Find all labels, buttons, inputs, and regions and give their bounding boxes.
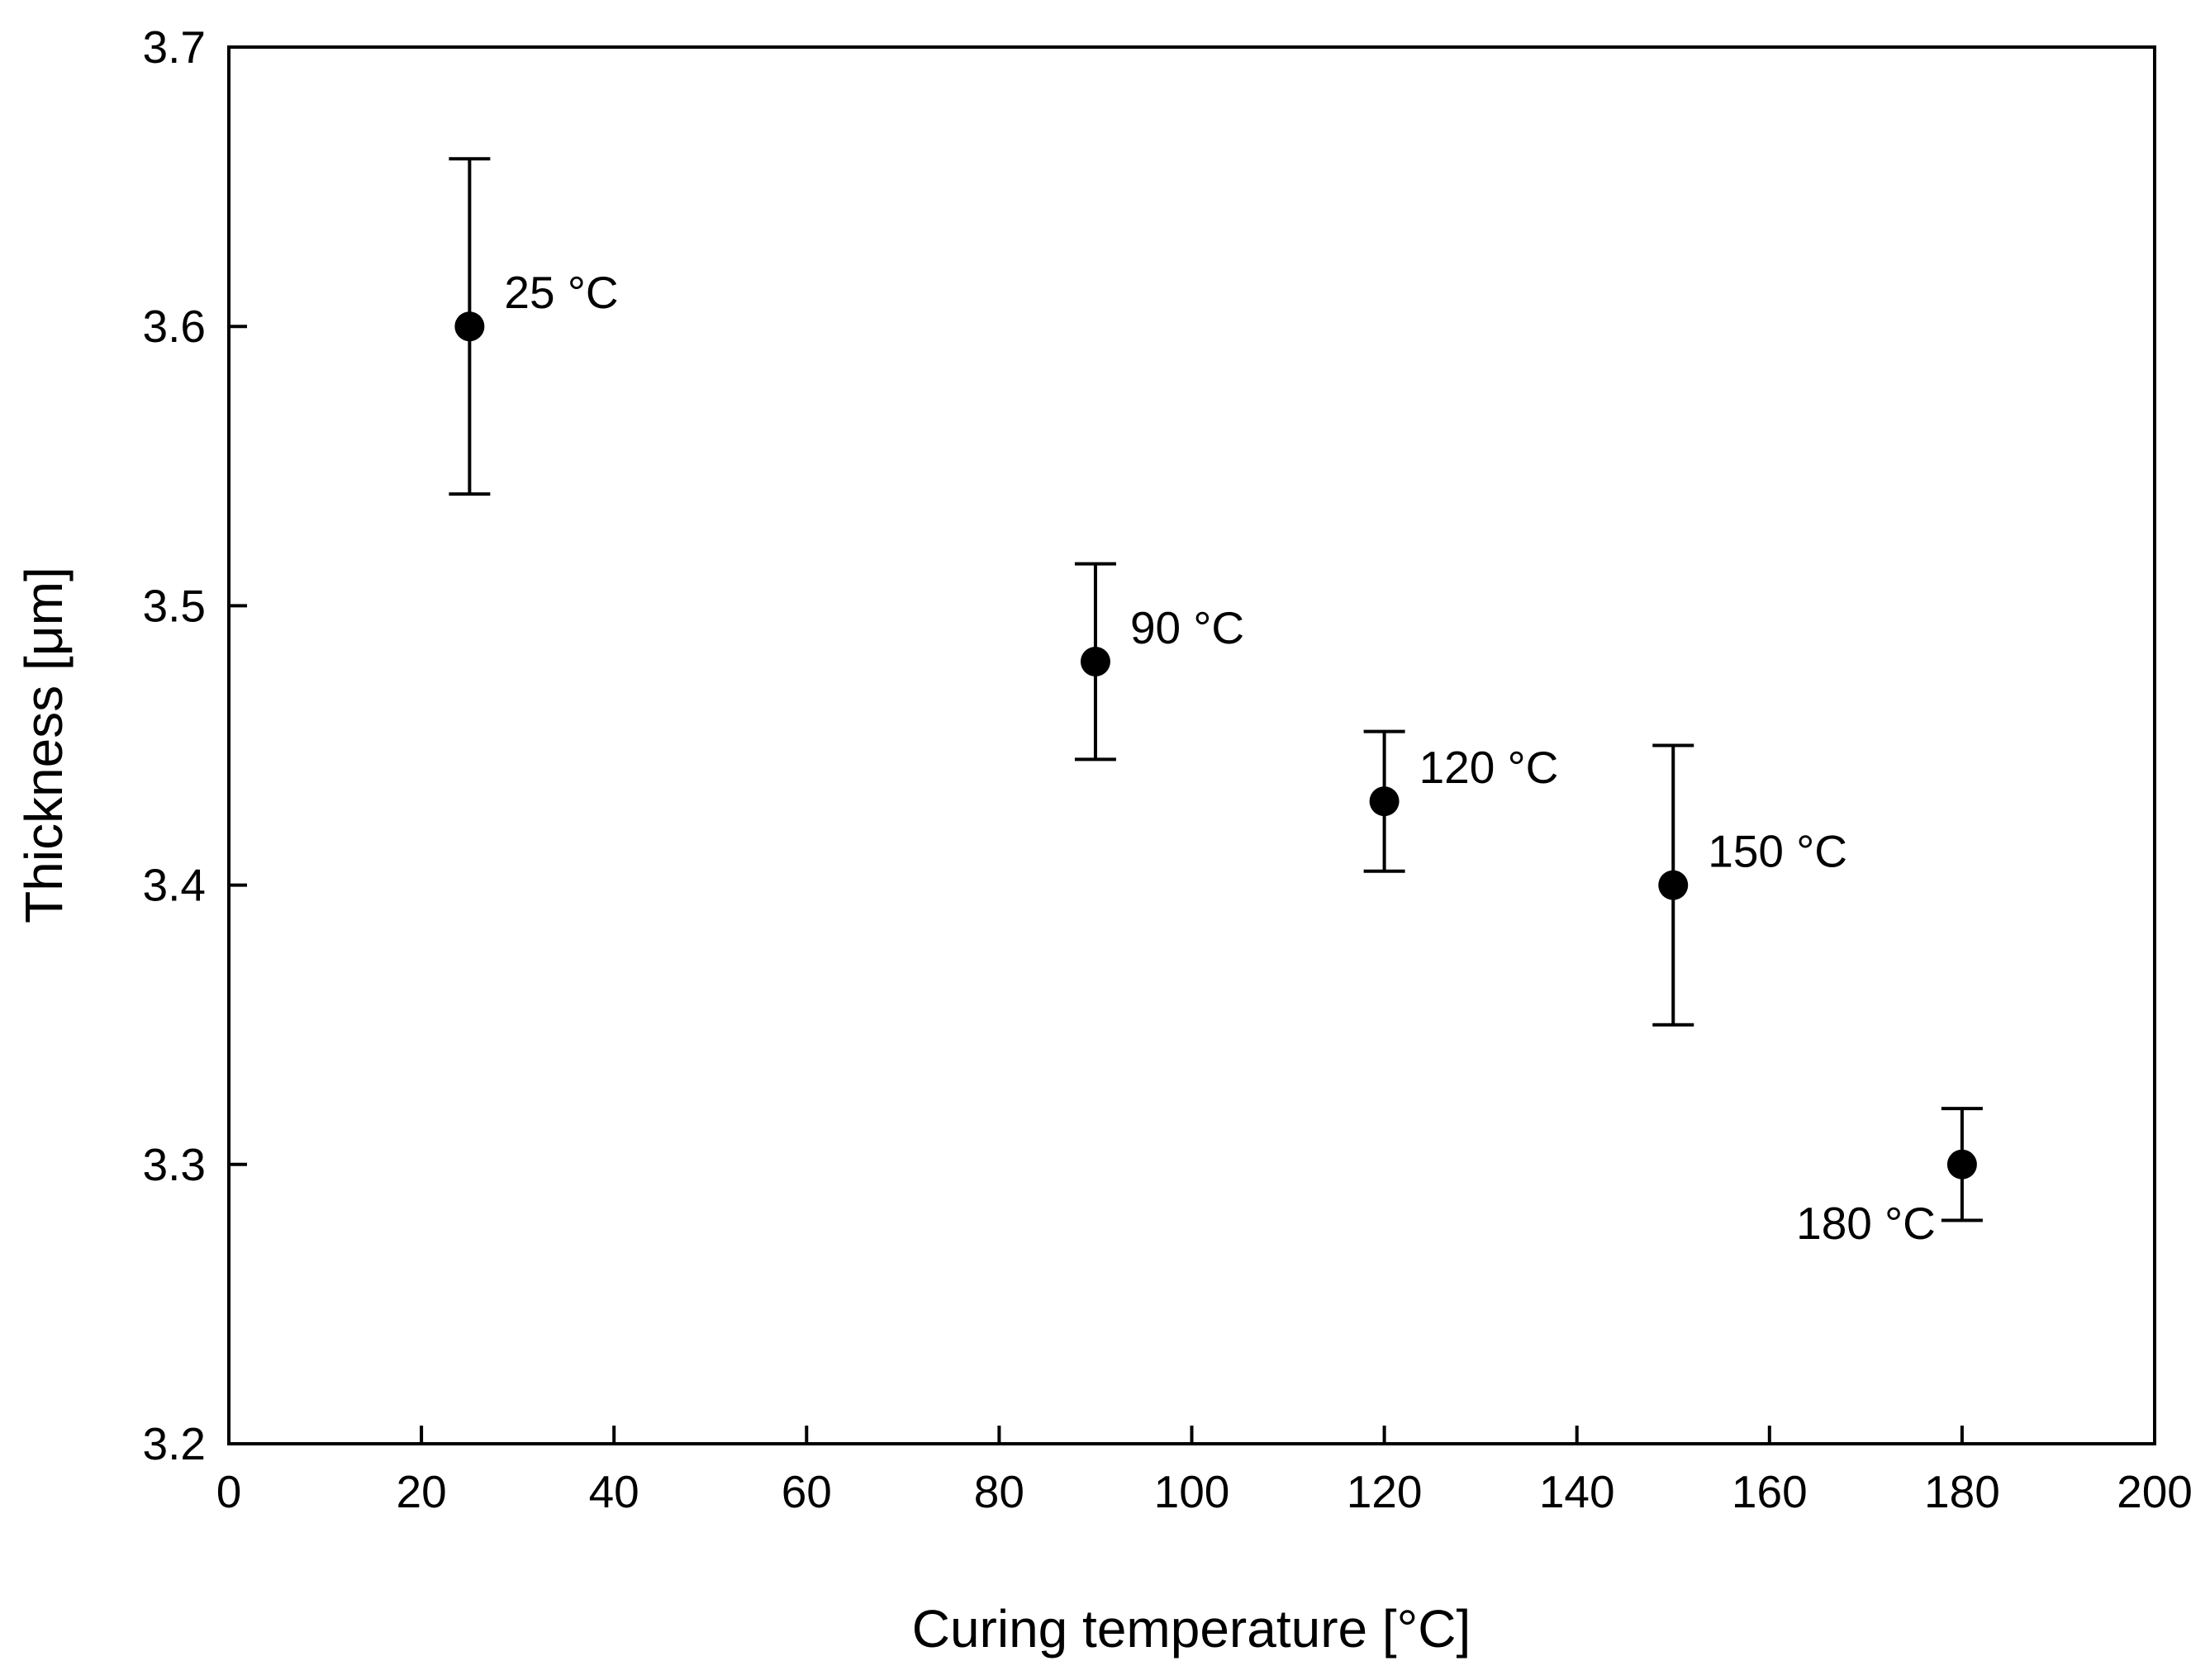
x-tick-label: 20 [397,1466,447,1517]
x-tick-label: 60 [782,1466,832,1517]
x-tick-label: 120 [1347,1466,1423,1517]
point-label: 120 °C [1419,742,1559,793]
data-point [1946,1149,1977,1179]
y-tick-label: 3.6 [143,301,206,352]
y-tick-label: 3.2 [143,1418,206,1469]
x-axis: 0 20 40 60 80 100 120 140 160 180 200 [216,1426,2193,1517]
x-axis-title: Curing temperature [°C] [912,1599,1471,1659]
y-tick-label: 3.3 [143,1139,206,1190]
x-tick-label: 40 [589,1466,639,1517]
y-axis: 3.2 3.3 3.4 3.5 3.6 3.7 [143,21,247,1469]
point-label: 90 °C [1130,602,1244,653]
data-point [1658,870,1689,900]
x-tick-label: 180 [1924,1466,2000,1517]
x-tick-label: 0 [216,1466,242,1517]
point-label: 180 °C [1796,1198,1936,1249]
y-axis-title: Thickness [μm] [14,567,74,923]
data-point [1080,647,1110,677]
y-tick-label: 3.4 [143,860,206,911]
x-tick-label: 100 [1154,1466,1230,1517]
x-tick-label: 80 [974,1466,1024,1517]
point-label: 25 °C [504,267,618,318]
data-point [1369,786,1400,817]
y-tick-label: 3.5 [143,580,206,631]
y-tick-label: 3.7 [143,21,206,73]
data-points [454,311,1977,1179]
point-labels: 25 °C 90 °C 120 °C 150 °C 180 °C [504,267,1936,1249]
x-tick-label: 160 [1732,1466,1808,1517]
x-tick-label: 140 [1539,1466,1615,1517]
x-tick-label: 200 [2117,1466,2193,1517]
point-label: 150 °C [1708,826,1847,877]
data-point [454,311,485,342]
